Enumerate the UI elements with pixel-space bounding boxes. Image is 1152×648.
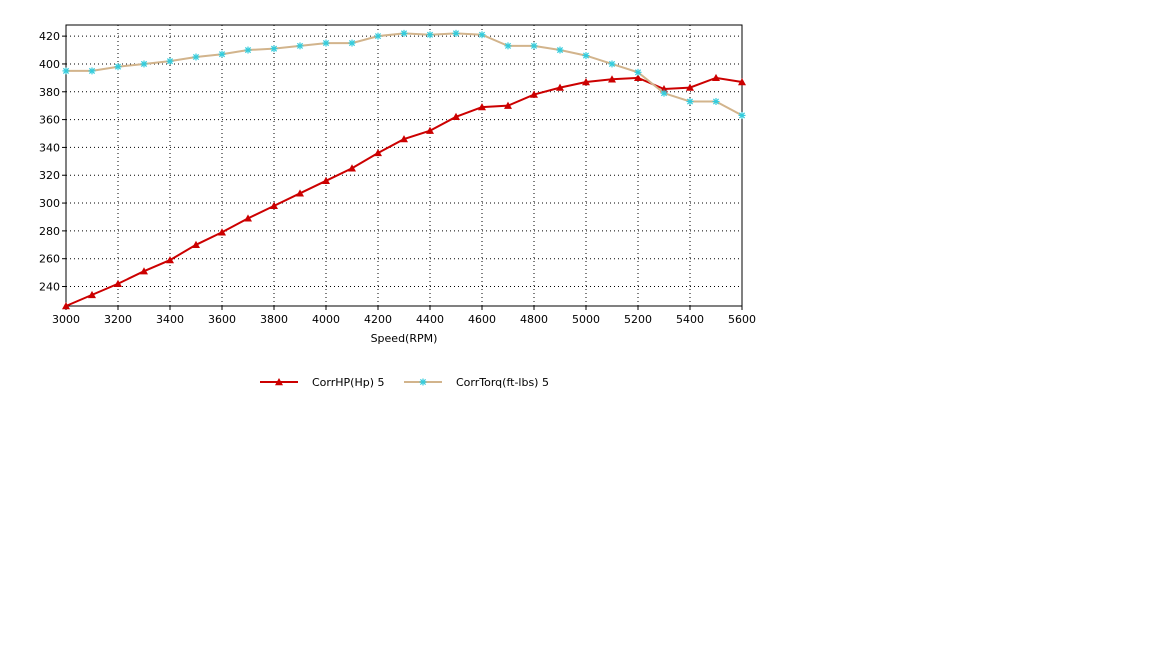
data-point-corrtorq	[608, 60, 616, 68]
data-point-corrtorq	[426, 31, 434, 39]
data-point-corrhp	[452, 112, 460, 121]
legend-marker-corrtorq	[419, 378, 427, 386]
data-point-corrtorq	[88, 67, 96, 75]
x-tick-label: 3000	[52, 313, 80, 326]
data-point-corrtorq	[192, 53, 200, 61]
data-point-corrtorq	[348, 39, 356, 47]
data-point-corrhp	[556, 83, 564, 91]
x-tick-label: 4800	[520, 313, 548, 326]
x-tick-label: 4000	[312, 313, 340, 326]
y-tick-label: 320	[39, 169, 60, 182]
plot-frame	[65, 24, 743, 307]
legend: CorrHP(Hp) 5 CorrTorq(ft-lbs) 5	[260, 376, 549, 389]
data-point-corrtorq	[400, 29, 408, 37]
data-point-corrtorq	[660, 89, 668, 97]
data-point-corrtorq	[62, 67, 70, 75]
data-point-corrtorq	[504, 42, 512, 50]
data-point-corrtorq	[478, 31, 486, 39]
data-point-corrtorq	[140, 60, 148, 68]
data-point-corrtorq	[244, 46, 252, 54]
legend-marker-corrhp	[275, 378, 283, 386]
x-axis-title: Speed(RPM)	[371, 332, 438, 345]
data-point-corrhp	[582, 78, 590, 86]
data-point-corrtorq	[530, 42, 538, 50]
data-point-corrhp	[88, 290, 96, 299]
y-tick-label: 420	[39, 30, 60, 43]
data-point-corrhp	[738, 78, 746, 86]
data-point-corrhp	[270, 201, 278, 210]
data-point-corrhp	[374, 148, 382, 157]
data-point-corrtorq	[218, 50, 226, 58]
data-point-corrhp	[712, 73, 720, 82]
data-point-corrhp	[530, 90, 538, 98]
data-point-corrtorq	[166, 57, 174, 65]
x-tick-label: 5400	[676, 313, 704, 326]
data-point-corrtorq	[712, 98, 720, 106]
data-point-corrhp	[686, 83, 694, 91]
data-point-corrhp	[140, 267, 148, 275]
x-tick-label: 4400	[416, 313, 444, 326]
data-point-corrtorq	[686, 98, 694, 106]
data-point-corrhp	[218, 228, 226, 236]
x-tick-label: 3600	[208, 313, 236, 326]
legend-label-corrhp: CorrHP(Hp) 5	[312, 376, 385, 389]
data-point-corrhp	[166, 256, 174, 264]
data-point-corrhp	[608, 75, 616, 83]
data-point-corrhp	[322, 176, 330, 185]
data-point-corrhp	[192, 240, 200, 248]
x-tick-label: 3200	[104, 313, 132, 326]
y-tick-label: 280	[39, 225, 60, 238]
y-tick-label: 260	[39, 253, 60, 266]
data-point-corrhp	[348, 164, 356, 172]
x-tick-label: 3800	[260, 313, 288, 326]
data-point-corrtorq	[374, 32, 382, 40]
data-point-corrhp	[426, 126, 434, 134]
data-point-corrtorq	[270, 45, 278, 53]
x-tick-label: 5600	[728, 313, 756, 326]
data-point-corrhp	[400, 135, 408, 143]
series	[62, 29, 746, 310]
data-point-corrhp	[504, 101, 512, 109]
y-tick-label: 400	[39, 58, 60, 71]
grid	[66, 25, 742, 306]
x-tick-label: 4200	[364, 313, 392, 326]
y-tick-label: 360	[39, 114, 60, 127]
y-tick-label: 380	[39, 86, 60, 99]
data-point-corrtorq	[114, 63, 122, 71]
y-tick-label: 240	[39, 281, 60, 294]
series-line-corrhp	[65, 76, 743, 307]
data-point-corrhp	[478, 103, 486, 111]
legend-label-corrtorq: CorrTorq(ft-lbs) 5	[456, 376, 549, 389]
data-point-corrtorq	[738, 111, 746, 119]
axes: 3000 3200 3400 3600 3800 4000 4200 4400 4600 4800…	[39, 30, 756, 326]
data-point-corrhp	[296, 189, 304, 197]
data-point-corrtorq	[296, 42, 304, 50]
x-tick-label: 5200	[624, 313, 652, 326]
data-point-corrtorq	[556, 46, 564, 54]
data-point-corrhp	[62, 302, 70, 310]
x-tick-label: 5000	[572, 313, 600, 326]
data-point-corrhp	[114, 279, 122, 287]
data-point-corrhp	[244, 214, 252, 222]
data-point-corrtorq	[634, 68, 642, 76]
x-tick-label: 4600	[468, 313, 496, 326]
y-tick-label: 300	[39, 197, 60, 210]
data-point-corrtorq	[582, 52, 590, 60]
data-point-corrtorq	[452, 29, 460, 37]
data-point-corrhp	[634, 73, 642, 82]
y-tick-label: 340	[39, 141, 60, 154]
data-point-corrtorq	[322, 39, 330, 47]
x-tick-label: 3400	[156, 313, 184, 326]
